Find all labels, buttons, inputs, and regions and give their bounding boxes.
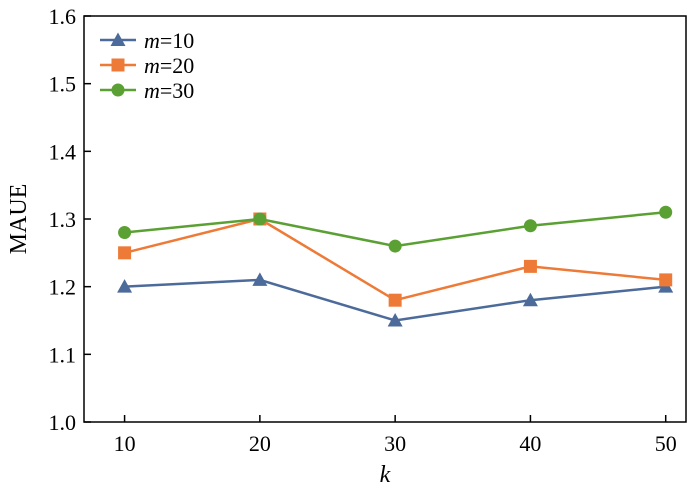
legend-label-value: =10 [160, 28, 194, 53]
legend-label-var: m [144, 78, 160, 103]
data-point [387, 313, 403, 327]
legend-label: m=10 [144, 28, 194, 53]
legend-label-var: m [144, 53, 160, 78]
y-tick-label: 1.6 [49, 4, 77, 29]
y-axis-label: MAUE [6, 184, 32, 255]
legend: m=10m=20m=30 [100, 28, 194, 103]
data-point [252, 272, 268, 286]
data-point [523, 219, 537, 233]
data-point [118, 226, 132, 240]
legend-marker [110, 32, 126, 46]
y-tick-label: 1.3 [49, 207, 77, 232]
data-point [659, 205, 673, 219]
x-tick-label: 20 [249, 431, 271, 456]
y-tick-label: 1.4 [49, 139, 77, 164]
x-tick-label: 50 [655, 431, 677, 456]
data-point [118, 246, 132, 260]
legend-label-var: m [144, 28, 160, 53]
legend-marker [111, 83, 125, 97]
data-point [523, 259, 537, 273]
x-tick-label: 40 [519, 431, 541, 456]
data-point [388, 239, 402, 253]
y-tick-label: 1.0 [49, 410, 77, 435]
x-axis: 10 20 30 40 50 [114, 415, 677, 456]
y-tick-label: 1.2 [49, 275, 77, 300]
legend-marker [111, 58, 125, 72]
series-line [124, 217, 666, 302]
x-tick-label: 10 [114, 431, 136, 456]
x-tick-label: 30 [384, 431, 406, 456]
y-tick-label: 1.5 [49, 72, 77, 97]
legend-label: m=30 [144, 78, 194, 103]
data-point [522, 292, 538, 307]
legend-item: m=20 [100, 53, 194, 78]
data-point [117, 279, 133, 293]
series-m-20 [118, 212, 673, 307]
legend-item: m=10 [100, 28, 194, 53]
legend-label: m=20 [144, 53, 194, 78]
legend-item: m=30 [100, 78, 194, 103]
data-point [253, 212, 267, 226]
data-point [388, 293, 402, 307]
series-m-30 [118, 205, 673, 253]
series-layer [117, 205, 674, 327]
legend-label-value: =30 [160, 78, 194, 103]
y-axis: 1.0 1.1 1.2 1.3 1.4 1.5 1.6 [49, 4, 91, 435]
y-tick-label: 1.1 [49, 342, 77, 367]
x-axis-label: k [380, 462, 391, 488]
data-point [659, 273, 673, 287]
legend-label-value: =20 [160, 53, 194, 78]
